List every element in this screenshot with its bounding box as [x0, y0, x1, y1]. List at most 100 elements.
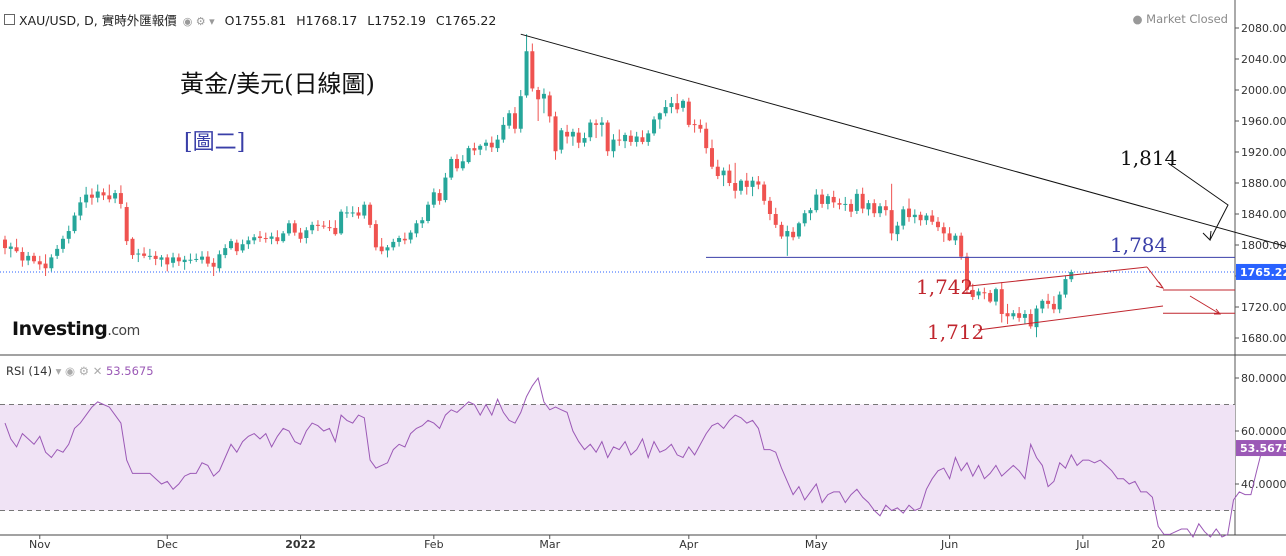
candle-body — [773, 214, 778, 225]
time-tick-label: 20 — [1151, 538, 1165, 551]
candle-body — [263, 238, 268, 240]
candle-body — [785, 231, 790, 237]
candle-body — [976, 291, 981, 296]
candle-body — [286, 223, 291, 234]
candle-body — [37, 261, 42, 265]
candle-body — [530, 51, 535, 89]
candle-body — [124, 207, 129, 242]
candle-body — [547, 95, 552, 117]
candle-body — [194, 258, 199, 260]
candle-body — [455, 158, 460, 169]
candle-body — [970, 289, 975, 297]
candle-body — [315, 224, 320, 226]
candle-body — [541, 93, 546, 99]
candle-body — [924, 215, 929, 221]
price-tick-label: 1720.00 — [1241, 301, 1286, 314]
candle-body — [831, 196, 836, 203]
candle-body — [147, 255, 152, 257]
time-tick-label: Jul — [1075, 538, 1089, 551]
overlay-subtitle: [圖二] — [184, 130, 246, 155]
candle-body — [796, 223, 801, 237]
candle-body — [709, 148, 714, 167]
candle-body — [489, 142, 494, 148]
candle-body — [118, 193, 123, 204]
price-tick-label: 1960.00 — [1241, 115, 1286, 128]
candle-body — [988, 293, 993, 302]
rsi-tick-label: 60.0000 — [1241, 425, 1286, 438]
candle-body — [652, 119, 657, 134]
candle-body — [142, 253, 147, 256]
candle-body — [507, 113, 512, 126]
candle-body — [843, 203, 848, 205]
price-tick-label: 1840.00 — [1241, 208, 1286, 221]
candle-body — [808, 210, 813, 214]
candle-body — [1063, 279, 1068, 295]
candle-body — [640, 137, 645, 142]
candle-body — [333, 227, 338, 235]
annotation-1814: 1,814 — [1120, 146, 1177, 170]
candle-body — [704, 128, 709, 149]
candle-body — [443, 177, 448, 201]
candle-body — [217, 254, 222, 269]
candle-body — [912, 214, 917, 218]
candle-body — [200, 256, 205, 260]
candle-body — [1028, 313, 1033, 327]
candle-body — [269, 236, 274, 239]
candle-body — [321, 225, 326, 227]
candle-body — [889, 210, 894, 234]
candle-body — [964, 256, 969, 290]
candle-body — [762, 184, 767, 201]
candle-body — [733, 183, 738, 191]
market-status-text: Market Closed — [1146, 12, 1228, 26]
candle-body — [686, 101, 691, 125]
candle-body — [681, 100, 686, 108]
candle-body — [373, 224, 378, 248]
candle-body — [414, 223, 419, 234]
rsi-band — [0, 404, 1235, 511]
candle-body — [588, 122, 593, 138]
candle-body — [959, 235, 964, 257]
settings-icon[interactable]: ◉ ⚙ ▾ — [182, 15, 215, 28]
candle-body — [767, 200, 772, 214]
time-tick-label: Nov — [29, 538, 51, 551]
investing-logo: Investing.com — [12, 318, 140, 340]
candle-body — [292, 223, 297, 233]
candle-body — [72, 215, 77, 232]
candle-body — [825, 196, 830, 204]
candle-body — [576, 132, 581, 143]
annotation-1784: 1,784 — [1110, 233, 1167, 257]
candle-body — [101, 192, 106, 196]
candle-body — [860, 193, 865, 209]
candle-body — [814, 194, 819, 211]
candle-body — [14, 247, 19, 252]
price-tick-label: 1680.00 — [1241, 332, 1286, 345]
candle-body — [483, 142, 488, 146]
candle-body — [136, 253, 141, 255]
candle-body — [947, 233, 952, 241]
symbol-label[interactable]: XAU/USD, D, 實時外匯報價 — [19, 13, 177, 28]
candle-body — [1051, 303, 1056, 310]
candle-body — [611, 139, 616, 152]
chart-menu-icon[interactable] — [4, 14, 15, 25]
candle-body — [420, 220, 425, 224]
candle-body — [553, 116, 558, 152]
candle-body — [1057, 294, 1062, 310]
candle-body — [617, 139, 622, 141]
candle-body — [727, 170, 732, 183]
candle-body — [907, 208, 912, 218]
candle-body — [854, 193, 859, 211]
rsi-settings-icon[interactable]: ▾ ◉ ⚙ ✕ — [55, 364, 106, 378]
candle-body — [599, 122, 604, 125]
rsi-label[interactable]: RSI (14) — [6, 364, 52, 378]
candle-body — [385, 247, 390, 251]
time-tick-label: May — [805, 538, 828, 551]
open-value: O1755.81 — [224, 13, 287, 28]
candle-body — [1040, 300, 1045, 309]
candle-body — [66, 231, 71, 239]
candle-body — [344, 212, 349, 214]
candle-body — [257, 236, 262, 239]
candle-body — [1011, 313, 1016, 317]
candle-body — [368, 204, 373, 225]
rsi-value: 53.5675 — [105, 364, 154, 378]
